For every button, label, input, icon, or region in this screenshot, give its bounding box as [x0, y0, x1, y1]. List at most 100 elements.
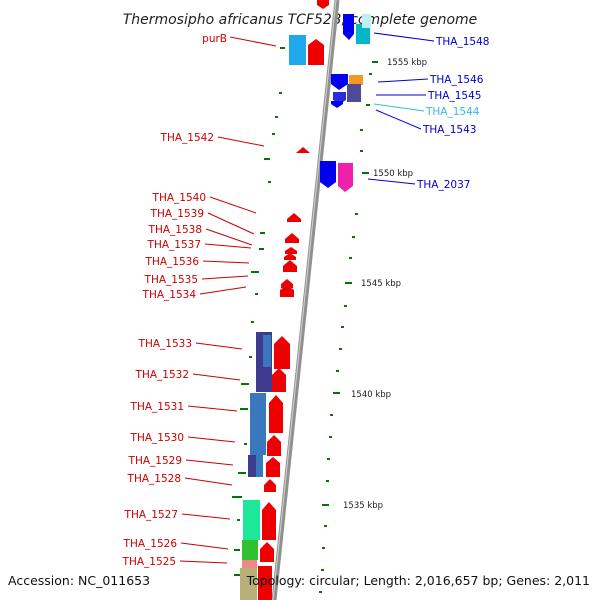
gene-label-THA_1545[interactable]: THA_1545 [427, 90, 481, 102]
gene-arrow-THA_1536 [283, 260, 297, 272]
connector-THA_1530 [187, 436, 236, 443]
scale-label-1555: 1555 kbp [387, 58, 427, 68]
gene-arrow-THA_1546 [331, 74, 348, 90]
connector-THA_1533 [195, 342, 243, 350]
gene-label-THA_1533[interactable]: THA_1533 [138, 338, 192, 350]
gene-arrow-THA_2037-b [338, 163, 353, 192]
connector-THA_1542 [217, 136, 265, 147]
gene-box-THA_1527-a [243, 500, 260, 540]
gene-label-THA_1530[interactable]: THA_1530 [130, 432, 184, 444]
gene-label-THA_1544[interactable]: THA_1544 [425, 106, 480, 118]
gene-arrow-THA_1535 [281, 279, 293, 288]
gene-features-reverse [317, 0, 371, 192]
gene-box-THA_1548-c [362, 14, 371, 28]
connector-THA_1540 [209, 196, 257, 214]
connector-THA_1536 [202, 260, 250, 264]
gene-box-THA_1545-a [349, 75, 363, 85]
connector-THA_1525 [179, 560, 228, 564]
connector-THA_1546 [377, 78, 429, 83]
scale-label-1540: 1540 kbp [351, 390, 391, 400]
gene-label-THA_1525[interactable]: THA_1525 [122, 556, 176, 568]
gene-box-THA_1525-a [242, 560, 257, 568]
gene-label-THA_1546[interactable]: THA_1546 [429, 74, 484, 86]
gene-label-THA_1539[interactable]: THA_1539 [150, 208, 204, 220]
connector-THA_1534 [199, 286, 247, 295]
gene-box-THA_1525-b [240, 568, 257, 600]
gene-label-THA_1540[interactable]: THA_1540 [152, 192, 206, 204]
gene-label-THA_1529[interactable]: THA_1529 [128, 455, 182, 467]
gene-label-THA_1534[interactable]: THA_1534 [142, 289, 197, 301]
inner-tick-marks [232, 47, 285, 576]
genome-backbone-highlight [272, 0, 337, 600]
connector-THA_1532 [192, 373, 241, 381]
connector-THA_1527 [181, 513, 231, 520]
gene-box-THA_1529-a [256, 455, 263, 477]
gene-label-THA_1542[interactable]: THA_1542 [160, 132, 214, 144]
gene-label-THA_1548[interactable]: THA_1548 [435, 36, 489, 48]
connector-THA_1548 [373, 32, 435, 42]
genome-backbone [271, 0, 340, 600]
outer-tick-marks [319, 42, 378, 593]
gene-arrow-THA_1530-b [267, 435, 281, 456]
gene-arrow-THA_1526-b [260, 542, 274, 562]
connector-THA_1543 [375, 109, 422, 130]
gene-arrow-THA_1538 [285, 247, 297, 254]
connector-THA_1539 [207, 212, 255, 235]
gene-arrow-THA_1539 [285, 233, 299, 243]
right-gene-labels: THA_1548 THA_1546 THA_1545 THA_1544 THA_… [416, 36, 489, 191]
gene-arrow-THA_1542 [296, 147, 310, 153]
connector-THA_1537 [204, 243, 252, 249]
gene-label-THA_1531[interactable]: THA_1531 [130, 401, 184, 413]
gene-arrow-THA_1537 [284, 253, 296, 260]
gene-arrow-THA_1543 [331, 101, 343, 108]
accession-text: Accession: NC_011653 [8, 573, 151, 588]
connector-THA_1544 [373, 103, 425, 112]
scale-label-1545: 1545 kbp [361, 279, 401, 289]
gene-label-THA_1532[interactable]: THA_1532 [135, 369, 189, 381]
gene-arrow-top [317, 0, 329, 9]
gene-arrow-THA_1529-b [266, 457, 280, 477]
gene-arrow-THA_1533-c [274, 336, 290, 369]
gene-label-THA_1543[interactable]: THA_1543 [422, 124, 476, 136]
scale-labels: 1555 kbp 1550 kbp 1545 kbp 1540 kbp 1535… [343, 58, 427, 511]
gene-arrow-THA_1540 [287, 213, 301, 222]
gene-label-THA_1526[interactable]: THA_1526 [123, 538, 178, 550]
connector-THA_1528 [184, 477, 233, 486]
scale-label-1550: 1550 kbp [373, 169, 413, 179]
gene-box-THA_1526-a [242, 540, 258, 560]
gene-arrow-THA_2037-a [320, 161, 336, 188]
connector-THA_1526 [180, 542, 229, 550]
gene-arrow-purB-b [308, 39, 324, 65]
connector-THA_1531 [187, 405, 238, 412]
left-label-connectors [179, 36, 277, 564]
gene-box-purB-a [289, 35, 306, 65]
gene-box-THA_1531-a [250, 393, 266, 455]
gene-box-THA_1525-c [258, 566, 272, 600]
genome-summary-text: Topology: circular; Length: 2,016,657 bp… [246, 573, 590, 588]
gene-label-THA_1527[interactable]: THA_1527 [124, 509, 178, 521]
scale-label-1535: 1535 kbp [343, 501, 383, 511]
gene-label-purB[interactable]: purB [202, 33, 227, 45]
gene-features-forward [240, 35, 324, 600]
gene-arrow-THA_1531-b [269, 395, 283, 433]
gene-arrow-THA_1527-b [262, 502, 276, 540]
connector-THA_2037 [367, 178, 416, 185]
connector-THA_1535 [201, 275, 249, 280]
gene-label-THA_1528[interactable]: THA_1528 [127, 473, 181, 485]
gene-arrow-THA_1528 [264, 479, 276, 492]
gene-label-THA_2037[interactable]: THA_2037 [416, 179, 470, 191]
gene-label-THA_1536[interactable]: THA_1536 [145, 256, 200, 268]
gene-box-THA_1533-b [263, 335, 271, 367]
map-title: Thermosipho africanus TCF52B, complete g… [123, 12, 478, 28]
left-gene-labels: purB THA_1542 THA_1540 THA_1539 THA_1538… [122, 33, 227, 568]
gene-label-THA_1537[interactable]: THA_1537 [147, 239, 201, 251]
right-label-connectors [367, 32, 435, 185]
gene-label-THA_1538[interactable]: THA_1538 [148, 224, 202, 236]
connector-purB [229, 36, 277, 47]
gene-label-THA_1535[interactable]: THA_1535 [144, 274, 198, 286]
gene-arrow-THA_1534 [280, 285, 294, 297]
gene-box-THA_1545-b [347, 84, 361, 102]
connector-THA_1529 [185, 459, 234, 466]
